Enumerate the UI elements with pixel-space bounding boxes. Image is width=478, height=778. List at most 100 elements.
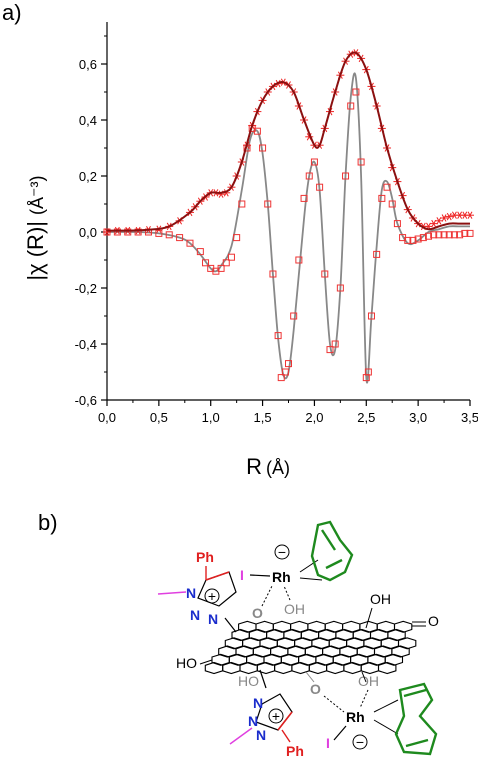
imaginary-data-point [134,228,142,236]
top-rh-cod-bond2 [299,577,323,581]
bottom-iodide-label: I [326,735,330,751]
y-tick-label: -0,2 [75,281,97,296]
imaginary-data-point [321,270,329,278]
sheet-hexagon [342,620,361,633]
imaginary-data-point [393,220,401,228]
bottom-hydroxyl-label: OH [358,673,379,689]
top-iodide-label: I [240,567,244,583]
x-tick-label: 0,0 [98,410,116,425]
bottom-rh-complex: O OH Rh I − [305,671,438,756]
bottom-triazole-cc-bond [277,711,293,731]
sheet-hexagon [377,661,397,675]
bottom-hydroxyl-left: HO [238,673,259,689]
top-plus-sign: + [208,588,216,604]
top-rh-oh-bond [283,585,291,601]
bottom-methyl-bond [229,727,253,745]
imaginary-data-point [316,183,324,191]
imaginary-data-point [259,144,267,152]
chart-series [103,49,474,384]
magnitude-fit-line [106,51,470,232]
bottom-oxygen-label: O [310,681,321,697]
top-rh-label: Rh [272,569,291,585]
asterisk-stroke [467,211,473,219]
panel-b-label: b) [38,510,58,535]
sheet-hexagon [211,653,230,666]
imaginary-data-point [352,88,360,96]
chart-tick-labels: 0,0 0,5 1,0 1,5 2,0 2,5 3,0 3,5 -0,6 -0,4 -0,2 0,0 0… [75,57,478,425]
top-cod-ring [310,520,354,582]
bottom-rh-label: Rh [346,709,365,725]
top-triazole-link [224,617,237,633]
asterisk-stroke [452,211,457,219]
graphene-sheet [204,620,417,675]
sheet-hexagon [391,645,410,658]
x-tick-label: 2,5 [357,410,375,425]
imaginary-data-point [310,158,318,166]
sheet-hexagon [376,620,396,633]
imaginary-data-point [285,360,292,368]
y-tick-label: 0,4 [79,113,97,128]
magnitude-data-point [466,211,474,219]
x-tick-label: 3,0 [409,410,427,425]
imaginary-data-point [253,127,261,135]
chart-axes [101,22,471,406]
x-axis-title: R [246,454,262,479]
imaginary-data-point [165,231,173,239]
bottom-cod-double-bond1 [403,688,427,698]
imaginary-data-point [430,231,438,239]
magnitude-data-point [445,212,454,221]
imaginary-data-point [274,332,282,340]
bottom-phenyl-label: Ph [286,743,304,759]
bottom-oh-bond [361,671,367,683]
x-tick-label: 1,5 [254,410,272,425]
imaginary-data-point [176,234,184,242]
sheet-hexagon [204,661,224,675]
imaginary-data-point [233,234,241,242]
imaginary-data-point [342,172,350,180]
top-triazole-cc-bond [205,571,230,581]
sheet-hexagon [324,620,344,633]
imaginary-data-point [383,183,391,191]
imaginary-data-point [227,253,235,261]
top-rh-i-bond [249,574,271,577]
bottom-n1-label: N [253,695,263,711]
x-tick-label: 3,5 [461,410,478,425]
imaginary-data-point [466,229,474,237]
bottom-cod-double-bond2 [405,738,429,748]
imaginary-data-point [196,248,204,256]
top-n1-label: N [186,585,196,601]
imaginary-data-point [124,228,132,236]
sheet-hydroxyl-left: HO [176,655,197,671]
imaginary-data-series [103,88,474,382]
sheet-hexagon [272,620,292,633]
asterisk-stroke [462,211,468,219]
bottom-plus-charge [268,708,284,724]
bottom-rh-charge [352,734,368,750]
sheet-carbonyl-o: O [428,613,439,629]
sheet-hexagon [397,637,417,650]
imaginary-data-point [373,250,381,258]
sheet-hexagon [224,637,244,650]
y-axis-title-group: |χ (R)| (Å⁻³) [23,176,48,281]
bottom-triazole-link [259,669,267,689]
sheet-hexagon [238,620,257,633]
sheet-hexagon [218,645,237,658]
bottom-triazolium: HO N N N + Ph [229,669,304,759]
x-tick-label: 1,0 [202,410,220,425]
imaginary-data-point [217,264,225,272]
bottom-rh-oh-bond [359,689,369,709]
imaginary-data-point [222,259,230,267]
top-triazolium: Ph N N N + [157,549,237,633]
sheet-hexagon [387,628,406,642]
imaginary-data-point [435,231,443,239]
imaginary-data-point [445,231,453,239]
top-n2-label: N [190,607,200,623]
top-n3-label: N [208,611,218,627]
imaginary-data-point [331,340,339,348]
imaginary-data-point [409,236,417,244]
imaginary-data-point [367,312,375,320]
bottom-plus-sign: + [272,708,280,724]
bottom-rh-o-bond [323,695,345,713]
imaginary-data-point [347,102,355,110]
